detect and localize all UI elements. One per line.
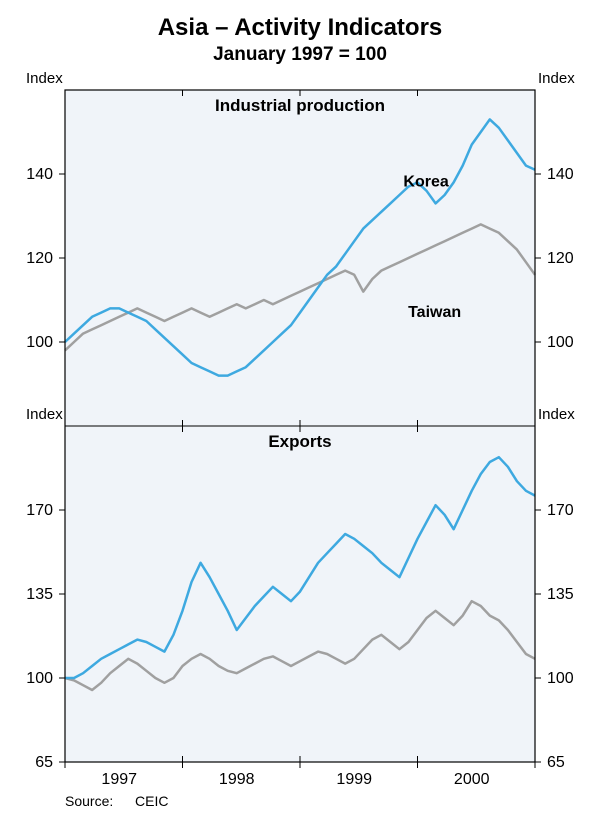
- chart-container: Asia – Activity Indicators January 1997 …: [0, 0, 600, 818]
- svg-text:135: 135: [26, 586, 53, 603]
- svg-text:100: 100: [547, 670, 574, 687]
- svg-text:120: 120: [547, 250, 574, 267]
- svg-text:1997: 1997: [101, 771, 137, 788]
- svg-text:170: 170: [26, 502, 53, 519]
- svg-text:65: 65: [547, 754, 565, 771]
- svg-text:140: 140: [26, 166, 53, 183]
- svg-text:Korea: Korea: [403, 174, 448, 191]
- svg-text:Taiwan: Taiwan: [408, 304, 461, 321]
- svg-text:120: 120: [26, 250, 53, 267]
- chart-svg: 100 100 120 120 140 140 Taiwan Korea 65 65 100 100 1…: [0, 0, 600, 818]
- source-label: Source:: [65, 793, 113, 809]
- svg-text:100: 100: [26, 334, 53, 351]
- svg-text:135: 135: [547, 586, 574, 603]
- svg-text:170: 170: [547, 502, 574, 519]
- svg-text:1998: 1998: [219, 771, 255, 788]
- svg-text:1999: 1999: [336, 771, 372, 788]
- svg-text:100: 100: [26, 670, 53, 687]
- svg-text:2000: 2000: [454, 771, 490, 788]
- svg-text:65: 65: [35, 754, 53, 771]
- svg-text:100: 100: [547, 334, 574, 351]
- source-value: CEIC: [135, 793, 168, 809]
- svg-text:140: 140: [547, 166, 574, 183]
